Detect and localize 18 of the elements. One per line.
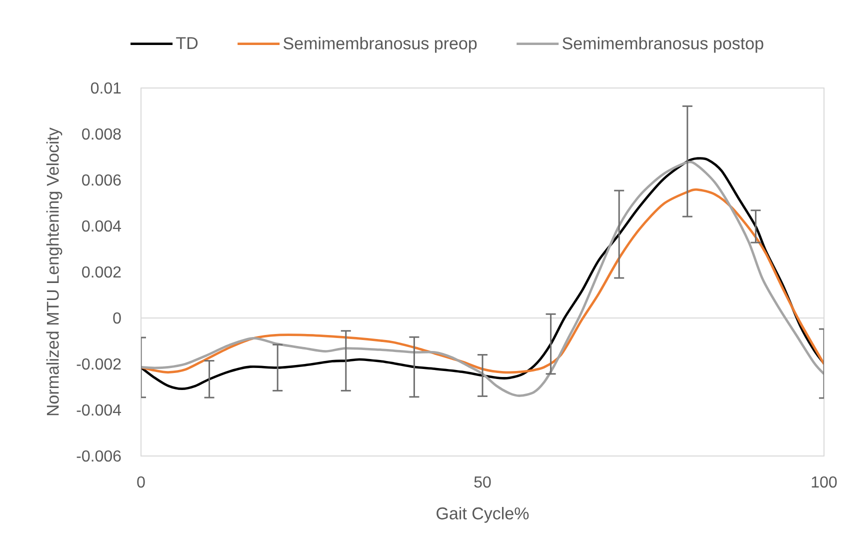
legend-label: Semimembranosus postop bbox=[562, 36, 764, 53]
y-tick-label: -0.006 bbox=[76, 450, 121, 462]
y-tick-label: 0.008 bbox=[82, 128, 121, 140]
x-tick-label: 0 bbox=[137, 476, 145, 488]
y-tick-label: -0.004 bbox=[76, 404, 122, 416]
y-tick-label: 0.002 bbox=[82, 266, 121, 278]
y-tick-label: -0.002 bbox=[76, 358, 121, 370]
y-axis-title: Normalized MTU Lenghtening Velocity bbox=[46, 128, 62, 416]
y-tick-label: 0.006 bbox=[82, 174, 121, 186]
y-tick-label: 0.01 bbox=[90, 82, 121, 94]
legend-label: TD bbox=[176, 37, 198, 49]
line-series bbox=[141, 188, 824, 374]
x-tick-label: 100 bbox=[812, 476, 837, 488]
y-tick-label: 0 bbox=[113, 312, 121, 324]
x-tick-label: 50 bbox=[474, 476, 491, 488]
legend-label: Semimembranosus preop bbox=[284, 36, 477, 53]
y-tick-label: 0.004 bbox=[82, 220, 122, 232]
x-axis-title: Gait Cycle% bbox=[436, 506, 529, 523]
